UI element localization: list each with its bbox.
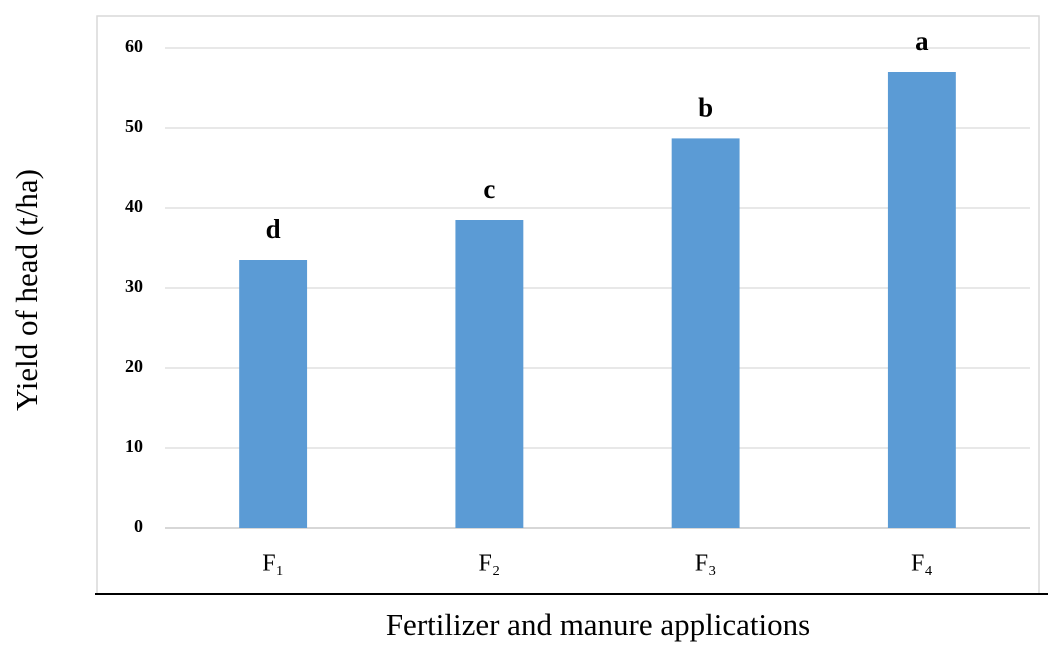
- bar: [671, 138, 740, 528]
- x-tick-label: F₃: [695, 551, 717, 577]
- x-tick-label: F₄: [911, 551, 933, 577]
- x-axis-title: Fertilizer and manure applications: [386, 607, 810, 642]
- annotation: a: [915, 26, 929, 56]
- y-tick-label: 20: [125, 356, 143, 376]
- x-tick-label: F₂: [479, 551, 501, 577]
- bar: [887, 72, 956, 528]
- y-tick-label: 30: [125, 276, 143, 296]
- bar: [455, 220, 524, 528]
- y-tick-label: 10: [125, 436, 143, 456]
- annotation: c: [483, 174, 495, 204]
- bar: [239, 260, 308, 528]
- x-tick-label: F₁: [262, 551, 284, 577]
- y-axis-title: Yield of head (t/ha): [9, 169, 44, 411]
- annotation: d: [266, 214, 281, 244]
- y-tick-label: 0: [134, 516, 143, 536]
- y-tick-label: 40: [125, 196, 143, 216]
- y-tick-label: 50: [125, 116, 143, 136]
- annotation: b: [698, 93, 713, 123]
- y-tick-label: 60: [125, 36, 143, 56]
